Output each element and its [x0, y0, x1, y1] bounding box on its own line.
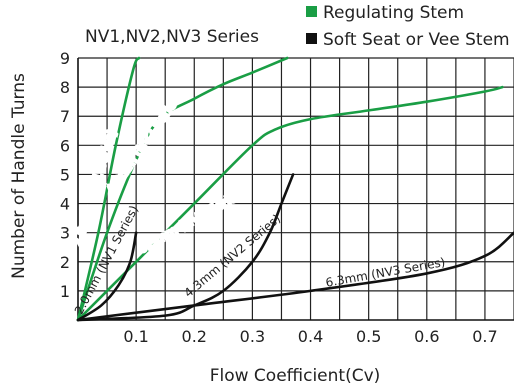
x-tick-label: 0.4: [298, 327, 323, 346]
legend-swatch-soft-seat: [306, 33, 317, 44]
series-line-2: [76, 85, 504, 322]
legend: Regulating Stem Soft Seat or Vee Stem: [306, 3, 510, 50]
y-tick-label: 7: [60, 107, 70, 126]
y-tick-label: 4: [60, 195, 70, 214]
y-tick-label: 1: [60, 282, 70, 301]
series-line-5: [76, 231, 514, 322]
x-tick-label: 0.5: [356, 327, 381, 346]
x-tick-label: 0.2: [182, 327, 207, 346]
curve-label-2: 6.3mm (NV3 Series): [136, 185, 249, 256]
series-line-3: [76, 231, 138, 322]
series-line-1: [76, 56, 289, 322]
y-tick-label: 6: [60, 136, 70, 155]
legend-swatch-regulating: [306, 6, 317, 17]
y-tick-label: 2: [60, 253, 70, 272]
x-tick-label: 0.3: [240, 327, 265, 346]
legend-label-regulating: Regulating Stem: [323, 3, 464, 23]
grid: [78, 57, 514, 320]
chart-title: NV1,NV2,NV3 Series: [85, 27, 259, 47]
legend-label-soft-seat: Soft Seat or Vee Stem: [323, 30, 510, 50]
series-layer: [76, 56, 514, 322]
y-tick-label: 3: [60, 224, 70, 243]
y-axis-label: Number of Handle Turns: [9, 73, 29, 279]
series-line-4: [76, 173, 295, 322]
axes: 1 2 3 4 5 6 7 8 9 0.1 0.2 0.3 0.4 0.5 0.6 0.7: [60, 49, 514, 346]
y-tick-label: 8: [60, 78, 70, 97]
x-tick-label: 0.1: [123, 327, 148, 346]
x-axis-label: Flow Coefficient(Cv): [210, 366, 381, 386]
x-tick-label: 0.7: [472, 327, 497, 346]
series-line-0: [76, 56, 141, 322]
y-tick-label: 5: [60, 165, 70, 184]
x-tick-label: 0.6: [414, 327, 439, 346]
y-tick-label: 9: [60, 49, 70, 68]
